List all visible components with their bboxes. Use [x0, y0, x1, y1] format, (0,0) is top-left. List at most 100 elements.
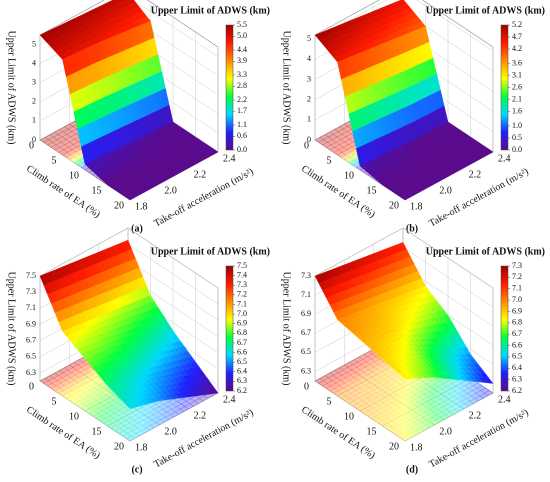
floor-projection	[318, 380, 328, 387]
floor-projection	[417, 417, 428, 423]
colorbar-tick-label: 4.4	[237, 45, 247, 54]
floor-projection	[456, 395, 467, 402]
floor-projection	[464, 400, 474, 407]
floor-projection	[367, 389, 378, 396]
floor-projection	[49, 131, 59, 138]
colorbar-tick-label: 5.0	[237, 31, 247, 40]
floor-projection	[348, 159, 358, 166]
floor-projection	[352, 403, 362, 409]
floor-projection	[120, 420, 131, 426]
floor-projection	[322, 383, 332, 389]
floor-projection	[439, 414, 450, 420]
floor-projection	[157, 409, 167, 415]
floor-projection	[367, 413, 377, 419]
floor-projection	[370, 379, 380, 386]
floor-projection	[382, 381, 392, 388]
floor-projection	[79, 392, 89, 399]
floor-projection	[378, 402, 388, 409]
floor-projection	[337, 393, 347, 399]
floor-projection	[412, 383, 422, 390]
floor-projection	[97, 410, 107, 417]
floor-projection	[318, 139, 328, 146]
colorbar-tick-label: 3.3	[237, 70, 247, 79]
floor-projection	[337, 128, 348, 135]
floor-projection	[121, 415, 132, 421]
floor-projection	[58, 390, 68, 397]
floor-projection	[115, 404, 125, 411]
floor-projection	[453, 393, 463, 400]
z-tick-label: 7.5	[26, 271, 36, 280]
floor-projection	[393, 412, 403, 419]
floor-projection	[314, 137, 325, 143]
floor-projection	[52, 139, 62, 146]
floor-projection	[53, 375, 63, 381]
colorbar-title: Upper Limit of ADWS (km)	[151, 246, 270, 257]
floor-projection	[397, 391, 407, 398]
floor-projection	[124, 422, 134, 429]
floor-projection	[385, 407, 395, 414]
floor-projection	[324, 131, 334, 138]
floor-projection	[438, 401, 448, 408]
floor-projection	[140, 427, 150, 434]
floor-projection	[449, 408, 460, 415]
colorbar-tick-label: 3.9	[237, 56, 247, 65]
floor-projection	[85, 384, 95, 391]
floor-projection	[140, 409, 150, 416]
colorbar-tick-label: 6.4	[512, 363, 522, 372]
floor-projection	[336, 134, 347, 140]
floor-projection	[412, 401, 422, 408]
colorbar	[225, 24, 234, 151]
floor-projection	[148, 409, 159, 416]
floor-projection	[399, 422, 409, 429]
floor-projection	[362, 374, 373, 381]
floor-projection	[327, 139, 337, 146]
x-tick-label: 0	[304, 381, 309, 392]
floor-projection	[395, 402, 405, 408]
floor-projection	[101, 389, 111, 396]
floor-projection	[403, 425, 413, 431]
floor-projection	[449, 390, 459, 397]
x-tick-label: 15	[92, 426, 102, 437]
floor-projection	[480, 387, 490, 394]
floor-projection	[111, 402, 122, 409]
floor-projection	[323, 136, 333, 143]
floor-projection	[126, 412, 137, 419]
colorbar-tick-label: 7.2	[237, 290, 247, 299]
floor-projection	[105, 410, 116, 416]
floor-projection	[77, 403, 87, 409]
floor-projection	[346, 369, 356, 376]
floor-projection	[406, 391, 416, 398]
floor-projection	[55, 141, 66, 148]
floor-projection	[333, 390, 343, 397]
floor-projection	[404, 420, 414, 426]
floor-projection	[397, 409, 408, 416]
floor-projection	[433, 386, 443, 392]
floor-projection	[470, 393, 480, 399]
floor-projection	[380, 392, 390, 398]
floor-projection	[406, 409, 416, 416]
floor-projection	[116, 417, 127, 424]
floor-projection	[391, 399, 401, 406]
floor-projection	[373, 382, 384, 388]
floor-projection	[339, 141, 349, 148]
floor-projection	[366, 377, 376, 383]
colorbar-tick-label: 6.6	[237, 347, 247, 356]
floor-projection	[130, 432, 141, 439]
floor-projection	[75, 372, 85, 378]
y-tick-label: 2.4	[223, 394, 236, 405]
floor-projection	[101, 407, 112, 414]
floor-projection	[451, 380, 462, 387]
floor-projection	[375, 412, 386, 419]
floor-projection	[440, 391, 451, 397]
floor-projection	[350, 372, 360, 378]
y-tick-label: 2.0	[164, 426, 177, 437]
colorbar-tick-label: 7.4	[237, 270, 247, 279]
z-tick-label: 0	[32, 135, 36, 144]
floor-projection	[405, 396, 415, 403]
floor-projection	[190, 395, 200, 402]
floor-projection	[433, 404, 444, 410]
y-tick-label: 2.4	[498, 394, 511, 405]
floor-projection	[411, 389, 421, 395]
floor-projection	[408, 381, 418, 388]
floor-projection	[58, 131, 68, 138]
